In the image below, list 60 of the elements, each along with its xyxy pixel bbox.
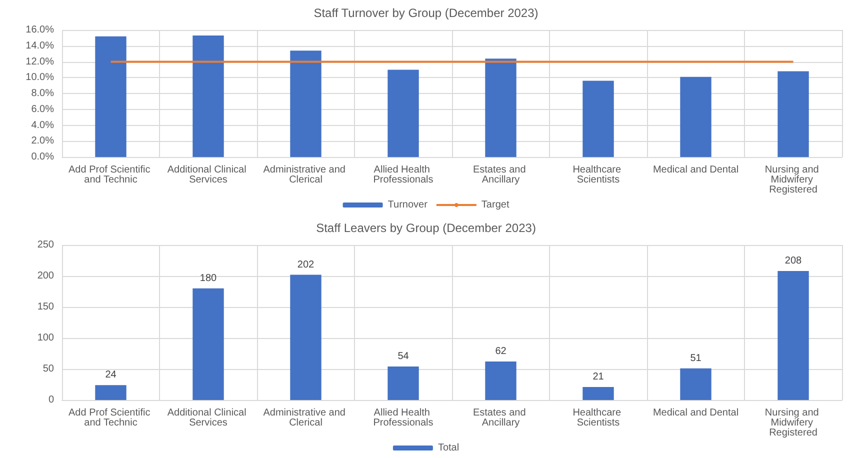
bar xyxy=(778,271,809,400)
bar xyxy=(485,58,516,157)
x-tick-label: Estates and Ancillary xyxy=(472,164,529,186)
y-tick-label: 0.0% xyxy=(31,152,54,162)
bar xyxy=(388,70,419,157)
legend-label: Total xyxy=(438,442,460,454)
y-tick-label: 200 xyxy=(37,270,54,282)
data-label: 51 xyxy=(690,352,702,364)
y-tick-label: 0 xyxy=(48,394,54,406)
data-label: 202 xyxy=(297,259,315,270)
x-tick-label: Healthcare Scientists xyxy=(572,164,624,186)
bar xyxy=(485,362,516,400)
bar xyxy=(95,36,126,157)
legend-label: Turnover xyxy=(388,200,428,210)
x-tick-label: Allied Health Professionals xyxy=(373,408,434,428)
y-tick-label: 100 xyxy=(37,332,54,344)
x-tick-label: Administrative and Clerical xyxy=(263,164,348,186)
bar xyxy=(192,288,224,400)
bar xyxy=(582,80,614,157)
x-tick-label: Add Prof Scientific and Technic xyxy=(68,164,153,186)
x-tick-label: Add Prof Scientific and Technic xyxy=(68,408,153,428)
x-tick-label: Nursing and Midwifery Registered xyxy=(764,408,822,438)
y-tick-label: 250 xyxy=(37,240,54,250)
x-tick-label: Additional Clinical Services xyxy=(167,408,250,428)
y-tick-label: 2.0% xyxy=(31,136,54,147)
x-tick-label: Additional Clinical Services xyxy=(167,164,250,186)
y-tick-label: 150 xyxy=(37,302,54,312)
x-tick-label: Allied Health Professionals xyxy=(373,164,434,186)
data-label: 21 xyxy=(592,371,604,382)
x-tick-label: Medical and Dental xyxy=(652,164,739,176)
x-tick-label: Nursing and Midwifery Registered xyxy=(764,164,822,196)
y-tick-label: 50 xyxy=(42,364,54,374)
bar xyxy=(680,368,712,400)
data-label: 24 xyxy=(105,370,117,381)
bar xyxy=(290,274,322,400)
x-tick-label: Healthcare Scientists xyxy=(572,408,624,428)
y-tick-label: 10.0% xyxy=(26,72,54,84)
bar xyxy=(582,386,614,400)
y-tick-label: 6.0% xyxy=(31,104,54,115)
data-label: 208 xyxy=(784,256,802,267)
x-tick-label: Administrative and Clerical xyxy=(263,408,348,428)
data-label: 62 xyxy=(495,346,507,358)
bar xyxy=(290,50,322,157)
y-tick-label: 16.0% xyxy=(26,24,54,36)
x-tick-label: Estates and Ancillary xyxy=(472,408,529,428)
bar xyxy=(388,366,419,400)
data-label: 180 xyxy=(200,272,218,284)
y-tick-label: 14.0% xyxy=(26,40,54,52)
x-tick-label: Medical and Dental xyxy=(652,408,739,418)
bar xyxy=(192,36,224,157)
bar xyxy=(680,76,712,157)
chart-title: Staff Leavers by Group (December 2023) xyxy=(316,221,536,235)
data-label: 54 xyxy=(398,351,410,362)
y-tick-label: 12.0% xyxy=(26,56,54,68)
y-tick-label: 8.0% xyxy=(31,88,54,99)
bar xyxy=(778,71,809,157)
legend-label: Target xyxy=(481,200,510,210)
y-tick-label: 4.0% xyxy=(31,120,54,131)
chart-title: Staff Turnover by Group (December 2023) xyxy=(314,6,538,20)
bar xyxy=(95,385,126,400)
